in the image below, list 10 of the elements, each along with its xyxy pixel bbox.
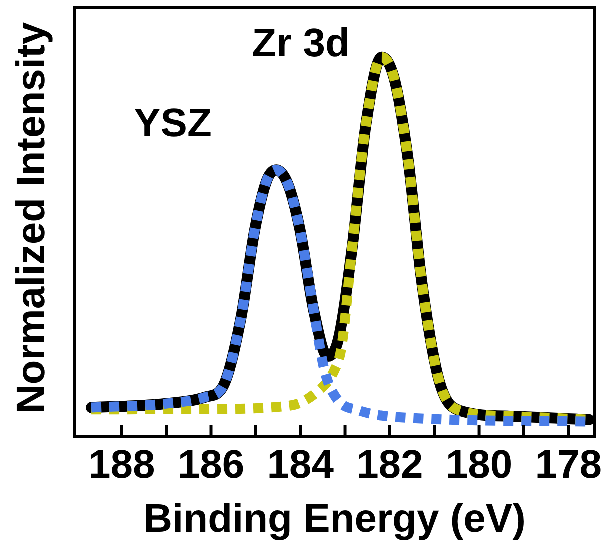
annotation: Zr 3d — [252, 22, 350, 66]
x-axis-title: Binding Energy (eV) — [144, 497, 526, 542]
x-tick-label: 180 — [446, 443, 513, 488]
y-axis-title: Normalized Intensity — [10, 22, 54, 414]
x-tick-label: 186 — [178, 443, 245, 488]
annotation: YSZ — [134, 102, 212, 146]
x-tick-label: 188 — [88, 443, 156, 488]
x-tick-label: 178 — [535, 443, 602, 488]
x-tick-label: 184 — [267, 443, 335, 488]
x-tick-label: 182 — [356, 443, 424, 488]
